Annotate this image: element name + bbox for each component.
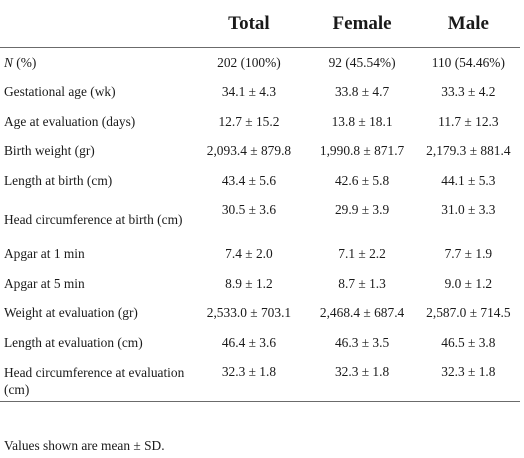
table-row: Length at evaluation (cm) 46.4 ± 3.6 46.… (0, 328, 520, 358)
cell-male: 32.3 ± 1.8 (416, 357, 520, 402)
row-label: Gestational age (wk) (4, 84, 116, 100)
cell-total: 2,093.4 ± 879.8 (206, 143, 292, 159)
row-label: N (%) (0, 48, 190, 78)
row-label: Head circumference at birth (cm) (4, 211, 183, 227)
row-label: Apgar at 1 min (4, 246, 85, 262)
row-label: Age at evaluation (days) (4, 113, 136, 129)
cell-female: 32.3 ± 1.8 (307, 357, 417, 402)
cell-female: 29.9 ± 3.9 (334, 202, 390, 217)
row-label-italic: N (4, 55, 13, 70)
demographics-table: Total Female Male N (%) 202 (100%) 92 (4… (0, 0, 520, 402)
cell-total: 2,533.0 ± 703.1 (206, 305, 292, 321)
table-row: Length at birth (cm) 43.4 ± 5.6 42.6 ± 5… (0, 166, 520, 196)
table-row: Age at evaluation (days) 12.7 ± 15.2 13.… (0, 107, 520, 137)
table-row: Head circumference at birth (cm) 30.5 ± … (0, 195, 520, 239)
cell-female: 33.8 ± 4.7 (334, 84, 390, 100)
cell-male: 9.0 ± 1.2 (444, 275, 493, 291)
row-label-rest: (%) (12, 55, 37, 70)
cell-male: 110 (54.46%) (431, 55, 505, 70)
cell-female: 8.7 ± 1.3 (338, 275, 386, 291)
table-footnote: Values shown are mean ± SD. (4, 438, 165, 453)
row-label: Birth weight (gr) (4, 143, 95, 159)
row-label: Length at birth (cm) (4, 172, 113, 188)
row-label: Apgar at 5 min (4, 275, 85, 291)
cell-female: 7.1 ± 2.2 (338, 246, 386, 262)
header-row: Total Female Male (0, 0, 520, 48)
cell-total: 46.4 ± 3.6 (221, 334, 277, 350)
cell-total: 202 (100%) (217, 55, 281, 70)
table-row: Birth weight (gr) 2,093.4 ± 879.8 1,990.… (0, 136, 520, 166)
cell-female: 42.6 ± 5.8 (334, 172, 390, 188)
table-row: Weight at evaluation (gr) 2,533.0 ± 703.… (0, 298, 520, 328)
cell-female: 13.8 ± 18.1 (331, 113, 393, 129)
table-header: Total Female Male (0, 0, 520, 48)
table-row: N (%) 202 (100%) 92 (45.54%) 110 (54.46%… (0, 48, 520, 78)
header-total: Total (190, 0, 308, 48)
row-label: Length at evaluation (cm) (4, 334, 143, 350)
cell-total: 34.1 ± 4.3 (221, 84, 277, 100)
cell-total: 8.9 ± 1.2 (225, 275, 273, 291)
table-row: Head circumference at evaluation (cm) 32… (0, 357, 520, 402)
table-row: Apgar at 1 min 7.4 ± 2.0 7.1 ± 2.2 7.7 ±… (0, 239, 520, 269)
cell-male: 11.7 ± 12.3 (438, 113, 499, 129)
cell-male: 2,587.0 ± 714.5 (426, 305, 511, 321)
table-row: Gestational age (wk) 34.1 ± 4.3 33.8 ± 4… (0, 77, 520, 107)
table-body: N (%) 202 (100%) 92 (45.54%) 110 (54.46%… (0, 48, 520, 402)
cell-total: 43.4 ± 5.6 (221, 172, 277, 188)
cell-female: 92 (45.54%) (328, 55, 396, 70)
header-female: Female (307, 0, 417, 48)
cell-total: 30.5 ± 3.6 (221, 202, 277, 217)
cell-male: 44.1 ± 5.3 (441, 172, 496, 188)
row-label: Head circumference at evaluation (cm) (0, 357, 191, 402)
cell-male: 2,179.3 ± 881.4 (426, 143, 511, 159)
cell-male: 33.3 ± 4.2 (441, 84, 496, 100)
table-row: Apgar at 5 min 8.9 ± 1.2 8.7 ± 1.3 9.0 ±… (0, 269, 520, 299)
row-label: Weight at evaluation (gr) (4, 305, 138, 321)
header-male: Male (416, 0, 520, 48)
cell-male: 7.7 ± 1.9 (444, 246, 493, 262)
cell-female: 1,990.8 ± 871.7 (319, 143, 405, 159)
cell-female: 46.3 ± 3.5 (334, 334, 390, 350)
cell-total: 7.4 ± 2.0 (225, 246, 273, 262)
header-label (0, 0, 191, 48)
cell-male: 31.0 ± 3.3 (441, 202, 496, 217)
cell-total: 32.3 ± 1.8 (190, 357, 308, 402)
cell-male: 46.5 ± 3.8 (441, 334, 496, 350)
cell-total: 12.7 ± 15.2 (218, 113, 280, 129)
cell-female: 2,468.4 ± 687.4 (319, 305, 405, 321)
